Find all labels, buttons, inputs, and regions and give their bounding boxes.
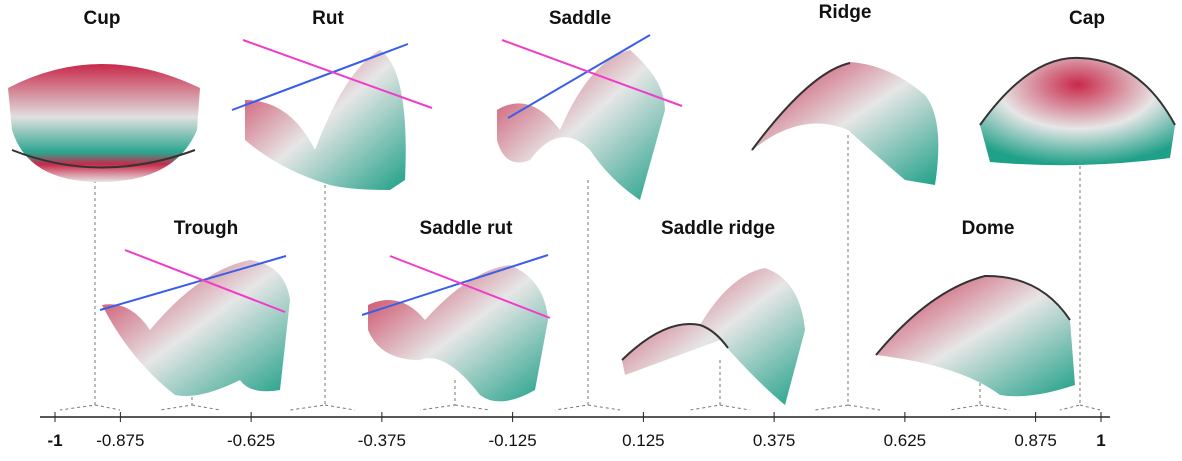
tick-label: 0.125	[622, 431, 665, 450]
tick-label: 1	[1096, 431, 1105, 450]
rut-surface	[245, 50, 406, 190]
trough-surface	[102, 260, 290, 396]
tick-label: 0.625	[884, 431, 927, 450]
shape-label: Saddle	[549, 8, 611, 29]
saddle-surface	[497, 50, 665, 200]
tick-label: 0.375	[753, 431, 796, 450]
cap-surface	[980, 58, 1175, 165]
saddle-rut-surface	[368, 265, 548, 401]
shape-label: Rut	[312, 8, 344, 29]
tick-label: -1	[47, 431, 62, 450]
shape-label: Saddle rut	[420, 218, 514, 239]
tick-label: 0.875	[1014, 431, 1057, 450]
ridge-surface	[750, 62, 938, 185]
cup-surface	[8, 64, 200, 182]
tick-label: -0.625	[227, 431, 275, 450]
tick-label: -0.875	[96, 431, 144, 450]
shape-index-diagram: Cup Rut Saddle Ridge Cap Trough Saddle r…	[0, 0, 1182, 461]
shape-label: Saddle ridge	[661, 218, 775, 239]
shape-label: Dome	[962, 218, 1015, 239]
shape-label: Cap	[1069, 8, 1105, 29]
tick-label: -0.375	[358, 431, 406, 450]
shape-label: Ridge	[819, 2, 872, 23]
shape-label: Cup	[84, 8, 121, 29]
tick-label: -0.125	[489, 431, 537, 450]
shape-label: Trough	[174, 218, 238, 239]
